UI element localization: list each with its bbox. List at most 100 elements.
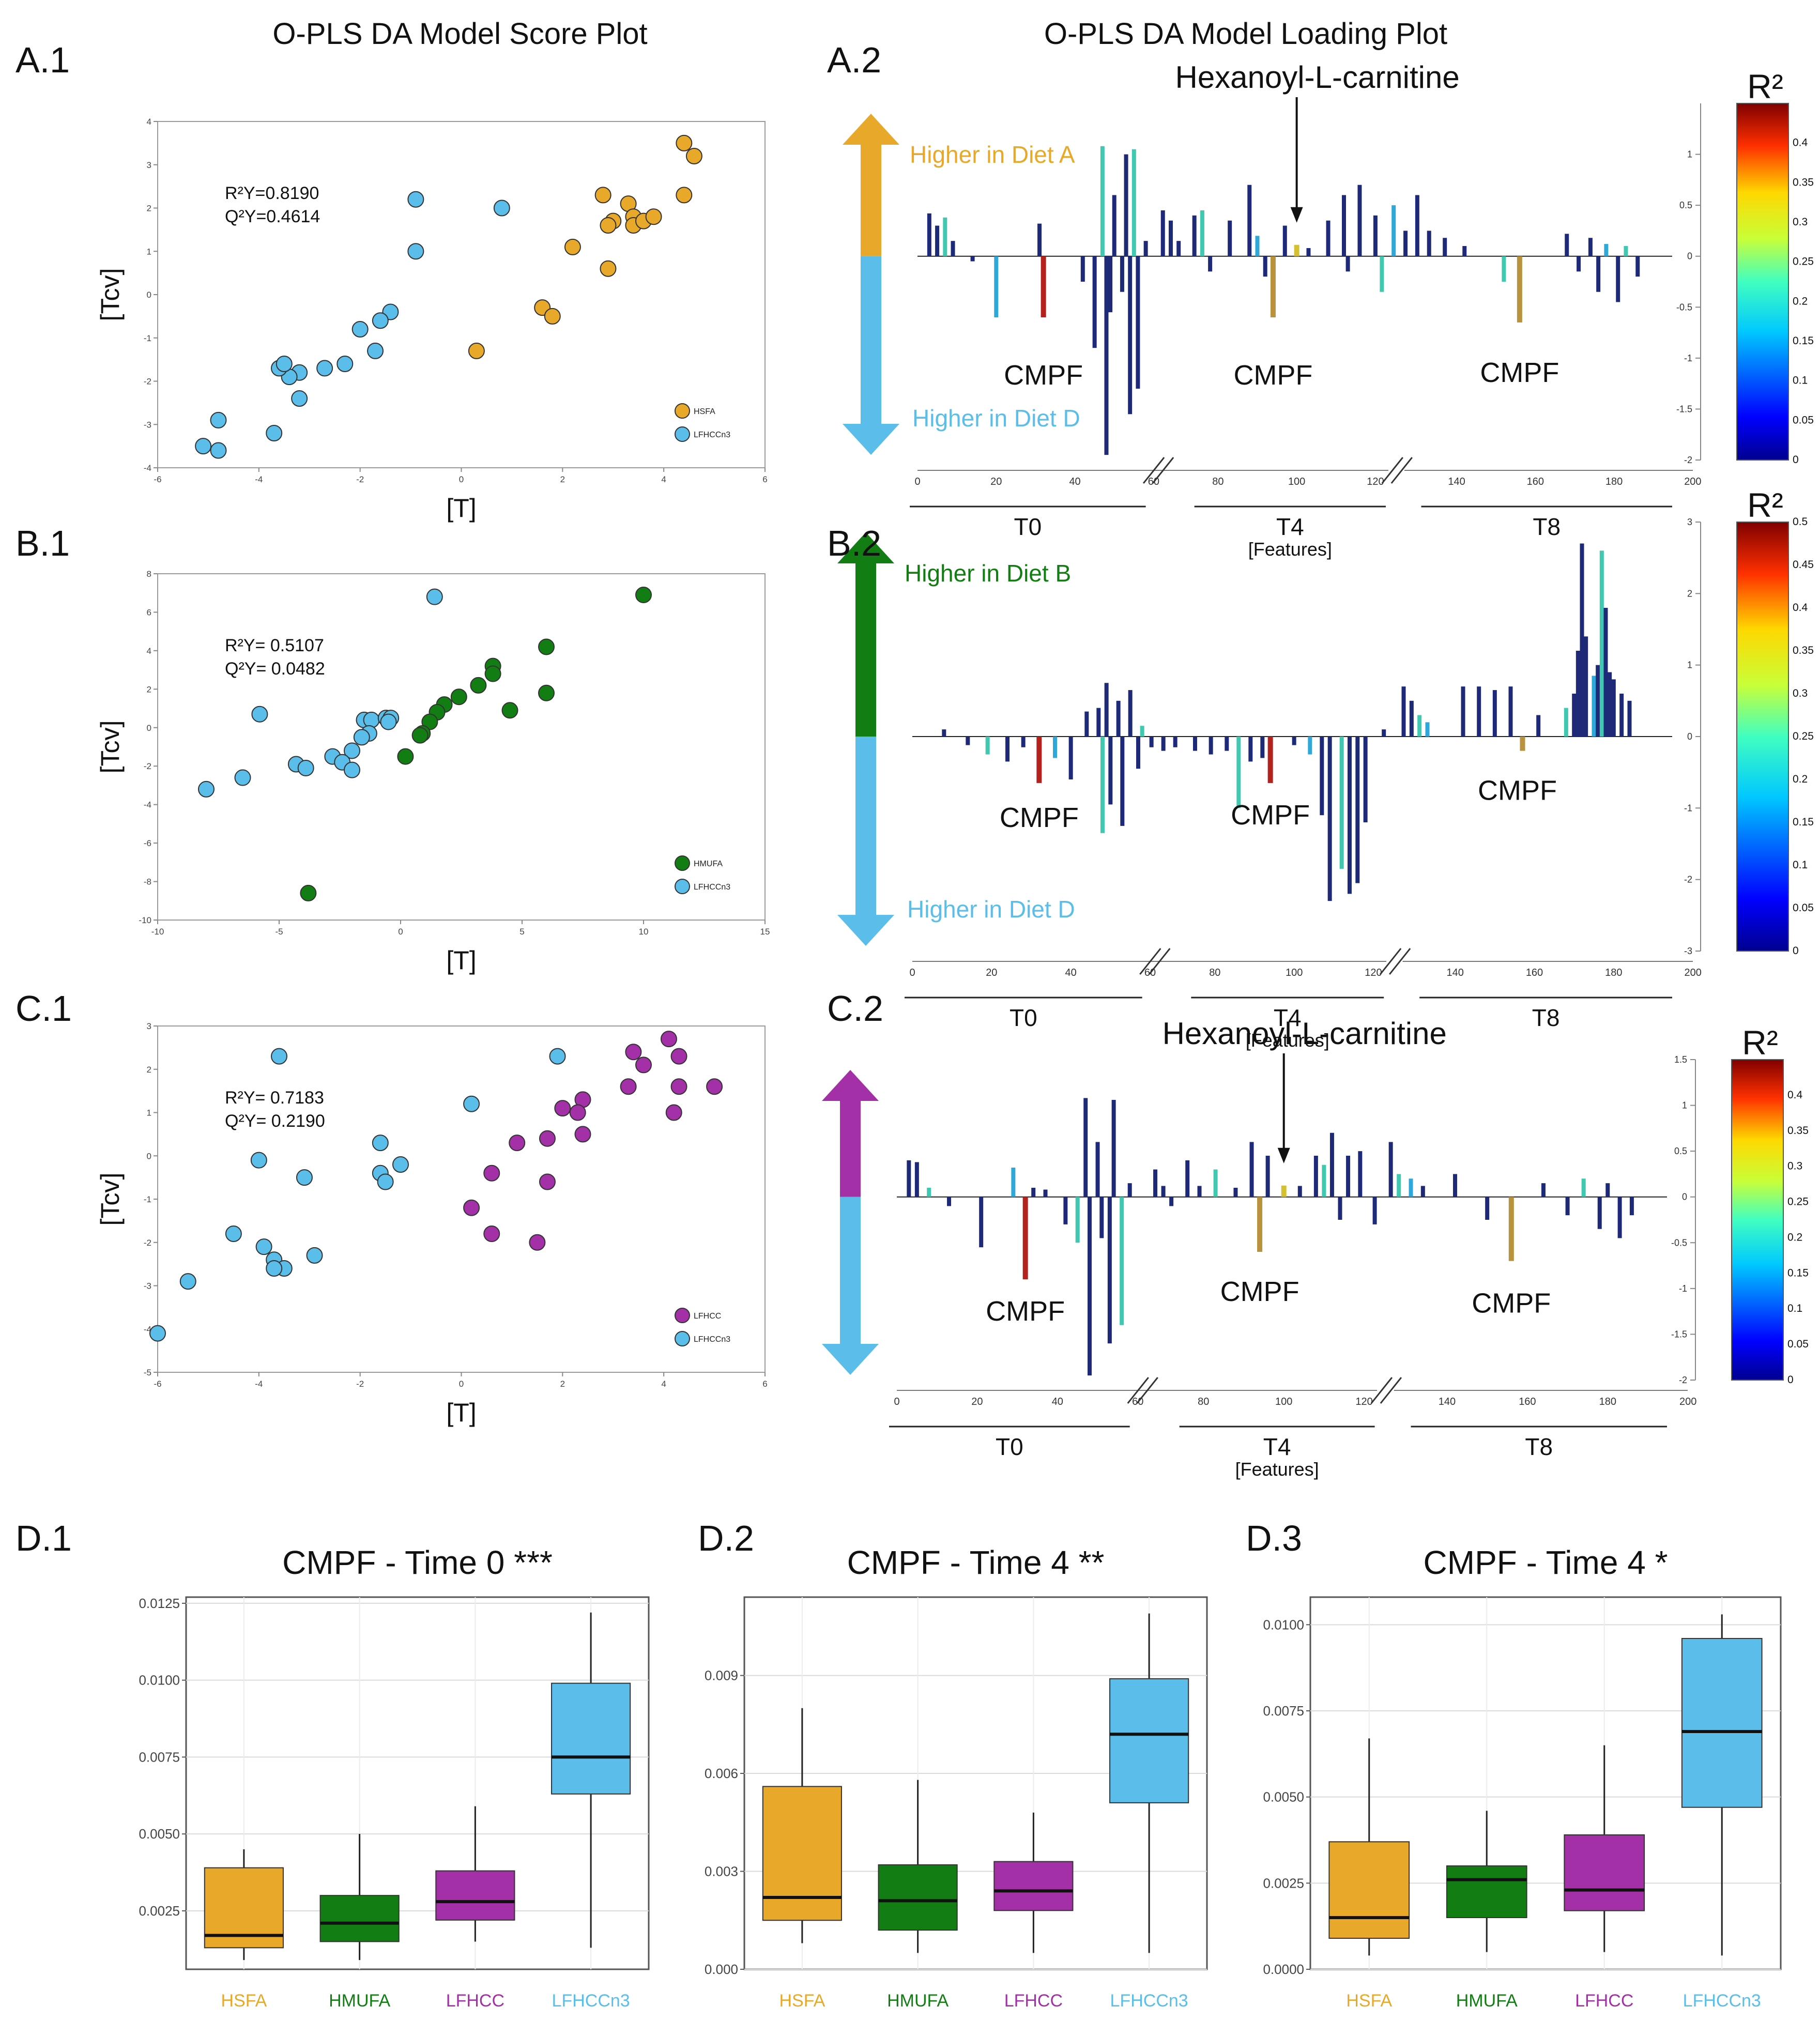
arrow-top-shaft [855,561,876,737]
axis-break [1152,457,1174,484]
data-point-lfhccn3 [251,706,268,723]
loading-bar [1021,737,1026,747]
data-point-lfhcc [483,1165,500,1182]
axis-break [1381,457,1403,484]
data-point-hmufa [538,684,555,701]
y-tick-label: -2 [1679,1375,1687,1385]
x-tick-label: 180 [1605,476,1623,487]
x-tick-label: 0 [398,927,403,937]
loading-bar [1209,737,1213,755]
loading-bar [1417,715,1422,737]
cmpf-label: CMPF [1233,360,1312,391]
loading-bar [1565,234,1569,256]
category-label: LFHCCn3 [1683,1991,1761,2011]
loading-bar [1635,256,1640,277]
model-stat-q2y: Q²Y= 0.0482 [225,659,325,679]
legend-marker [675,1308,690,1323]
y-tick-label: -3 [1684,946,1692,956]
data-point-lfhccn3 [195,438,212,455]
loading-bar [1584,636,1588,737]
axis-break [1370,1377,1393,1404]
data-point-lfhccn3 [463,1095,480,1112]
metabolite-annotation: Hexanoyl-L-carnitine [1163,1016,1447,1051]
y-tick-label: 0.0000 [1263,1962,1304,1977]
category-label: LFHCC [1004,1991,1063,2011]
loading-bar [1168,220,1173,256]
arrow-top-shaft [861,142,881,256]
panel-label: C.2 [827,988,883,1029]
data-point-lfhcc [620,1078,637,1095]
legend-marker [675,1331,690,1346]
loading-bar [1131,149,1136,256]
data-point-hsfa [600,260,617,277]
data-point-lfhccn3 [363,711,380,728]
y-tick-label: 0 [1687,731,1692,742]
x-tick-label: 200 [1684,476,1701,487]
y-tick-label: 1 [1682,1100,1687,1111]
loading-bar [1108,737,1113,805]
legend-marker [675,426,690,442]
loading-bar [1346,1156,1351,1197]
y-tick-label: 0 [147,1151,151,1161]
loading-bar [927,213,931,256]
loading-bar [1173,737,1177,747]
loading-bar [1247,185,1252,256]
data-point-lfhccn3 [493,200,510,217]
loading-bar [951,241,955,256]
data-point-lfhcc [635,1056,652,1074]
y-tick-label: -8 [144,877,151,887]
box-lfhcc [1564,1834,1645,1911]
cmpf-label: CMPF [1472,1288,1551,1319]
cmpf-label: CMPF [1231,800,1310,831]
loading-bar [1616,256,1620,302]
loading-bar [1409,1178,1413,1197]
time-segment-label: T4 [1263,1433,1291,1460]
r2-tick-label: 0.1 [1793,859,1808,871]
model-stat-q2y: Q²Y=0.4614 [225,207,320,226]
arrow-bottom-head [822,1344,879,1375]
loading-bar [1161,737,1166,751]
loading-bar [942,729,946,737]
legend-label: HSFA [694,407,715,416]
r2-tick-label: 0 [1793,945,1799,957]
model-stat-r2y: R²Y= 0.7183 [225,1088,324,1108]
cmpf-bar [1257,1197,1263,1252]
features-label: [Features] [1235,1459,1319,1480]
y-tick-label: 4 [147,646,151,656]
y-tick-label: 8 [147,569,151,579]
loading-bar [1357,185,1362,256]
data-point-hmufa [450,688,467,706]
data-point-lfhccn3 [380,713,397,730]
y-tick-label: -0.5 [1671,1237,1687,1248]
x-tick-label: -4 [255,474,263,484]
r2-colorbar-title: R² [1747,486,1783,524]
loading-bar [1197,1186,1202,1197]
data-point-lfhccn3 [306,1247,323,1264]
time-segment-label: T8 [1525,1433,1553,1460]
loading-bar [1338,1197,1342,1220]
loading-bar [927,1188,931,1197]
cmpf-bar [1520,737,1525,751]
data-point-lfhcc [539,1130,556,1147]
data-point-lfhcc [625,1044,642,1061]
r2-colorbar [1736,103,1789,461]
y-tick-label: 1 [1687,660,1692,670]
y-tick-label: -4 [144,463,151,473]
loading-bar [1124,154,1128,256]
loading-bar [1092,256,1097,348]
cmpf-label: CMPF [1220,1276,1299,1307]
loading-bar [1502,256,1506,282]
x-tick-label: 0 [894,1396,899,1407]
x-tick-label: -6 [154,1379,161,1389]
y-tick-label: 0 [147,723,151,733]
cmpf-label: CMPF [986,1296,1065,1327]
loading-bar [1255,236,1260,256]
legend-label: LFHCCn3 [694,1335,730,1344]
loading-bar [1100,146,1105,256]
data-point-lfhcc [554,1100,571,1117]
data-point-lfhcc [539,1173,556,1190]
loading-bar [1161,1186,1166,1197]
loading-bar [1111,1099,1116,1197]
x-tick-label: 20 [990,476,1002,487]
data-point-hsfa [685,148,702,164]
